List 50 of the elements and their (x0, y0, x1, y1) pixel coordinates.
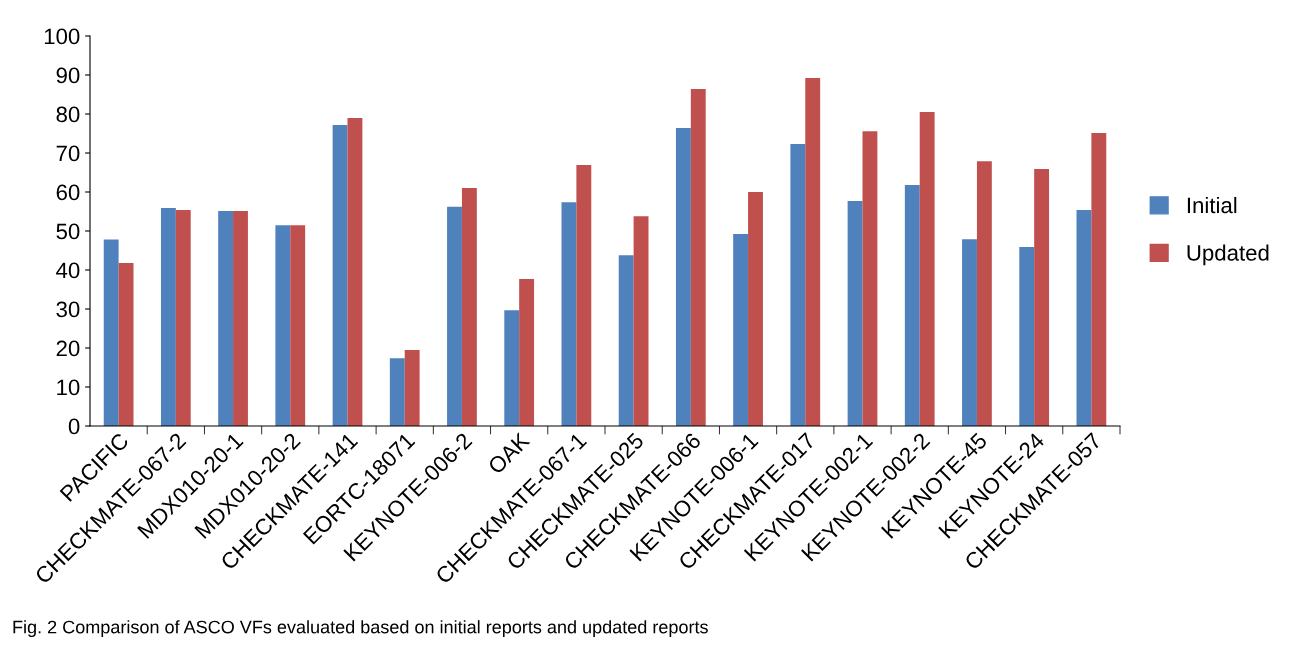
y-tick-label: 90 (56, 67, 80, 84)
bar (675, 128, 691, 426)
bar (561, 202, 577, 426)
bar (175, 209, 191, 426)
y-tick-label: 0 (68, 418, 80, 435)
legend-label: Updated (1187, 244, 1269, 266)
bar (160, 207, 176, 426)
bar (690, 89, 706, 426)
bar (576, 165, 592, 426)
bar (461, 188, 477, 426)
y-tick-label: 30 (56, 301, 80, 318)
y-tick-label: 60 (56, 184, 80, 201)
bar (218, 211, 234, 426)
y-tick-label: 20 (56, 340, 80, 357)
bar (805, 78, 821, 426)
bar (1091, 133, 1107, 426)
y-tick-label: 100 (44, 28, 80, 45)
bar (790, 144, 806, 426)
bar (404, 349, 420, 426)
bar (233, 211, 248, 426)
bar (618, 255, 634, 426)
bar (904, 184, 920, 426)
bar (976, 161, 992, 426)
y-tick-label: 70 (56, 145, 80, 162)
y-tick-label: 80 (56, 106, 80, 123)
bar (919, 112, 935, 426)
bar (347, 117, 363, 426)
bar (733, 234, 749, 426)
bar (1019, 246, 1035, 426)
bar (519, 278, 535, 426)
bar (275, 225, 291, 426)
bar (962, 239, 977, 426)
y-tick-label: 10 (57, 379, 80, 396)
bar (633, 216, 649, 426)
bar (504, 310, 520, 426)
y-tick-label: 40 (56, 262, 80, 279)
bar (748, 192, 763, 426)
bar (389, 358, 405, 426)
bar (103, 239, 119, 426)
bar (332, 124, 348, 426)
y-tick-label: 50 (56, 223, 80, 240)
bar (447, 206, 462, 426)
bar (1034, 168, 1050, 426)
caption: Fig. 2 Comparison of ASCO VFs evaluated based on initial reports and updated reports (13, 620, 708, 637)
bar (1076, 209, 1092, 426)
legend-label: Initial (1187, 196, 1237, 214)
bar (290, 225, 306, 426)
bar (118, 262, 134, 426)
bar (847, 200, 863, 426)
bar (862, 131, 878, 426)
